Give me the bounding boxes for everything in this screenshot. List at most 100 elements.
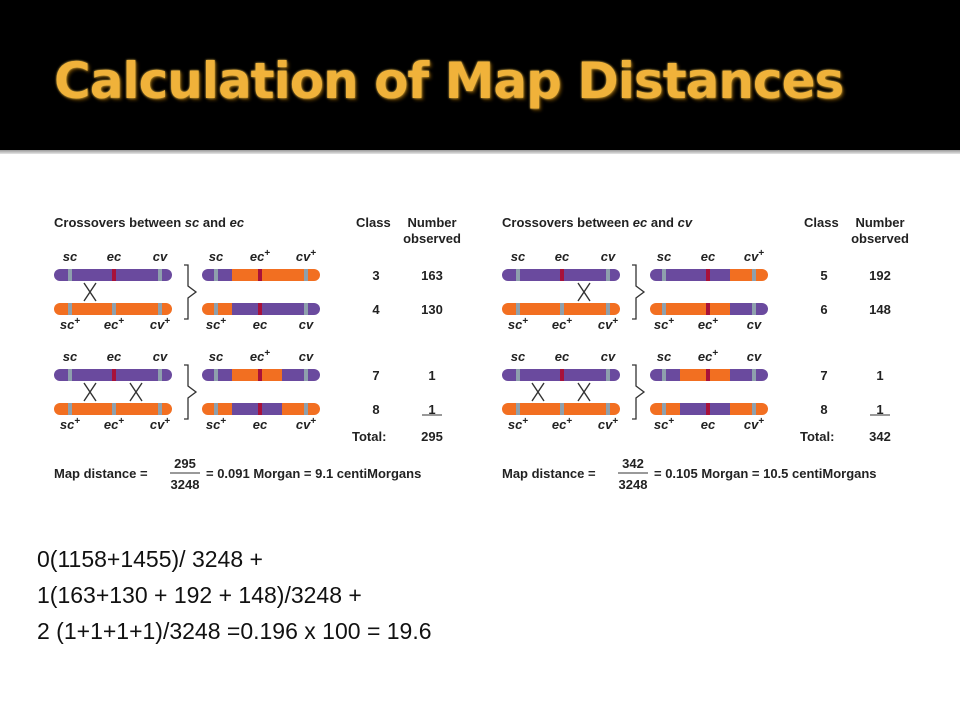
gene-label: ec+	[250, 348, 270, 365]
gene-marker	[516, 369, 520, 381]
class-number: 4	[372, 302, 380, 317]
total-value: 295	[421, 429, 443, 444]
parental-chromosome-purple	[502, 369, 620, 381]
crossover-mark	[129, 382, 143, 402]
title-bar-divider	[0, 150, 960, 154]
gene-label: ec+	[104, 416, 124, 433]
parental-chromosome-purple	[54, 369, 172, 381]
gene-label: sc	[209, 349, 224, 364]
panel-heading: Crossovers between sc and ec	[54, 215, 245, 230]
observed-count: 192	[869, 268, 891, 283]
gene-marker	[560, 403, 564, 415]
total-label: Total:	[352, 429, 386, 444]
class-header: Class	[804, 215, 839, 230]
chromosome-segment	[232, 303, 320, 315]
gene-label: ec+	[698, 316, 718, 333]
gene-label: ec	[555, 249, 570, 264]
gene-marker	[606, 403, 610, 415]
gene-label: cv+	[744, 248, 764, 265]
gene-label: ec	[701, 249, 716, 264]
recombinant-chromosome	[650, 369, 768, 381]
gene-marker	[258, 269, 262, 281]
gene-label: sc+	[60, 416, 80, 433]
gene-marker	[752, 403, 756, 415]
gene-label: sc+	[654, 416, 674, 433]
single-crossover-block: sc ec cv sc+ ec+ cv+ sc ec cv+ sc+ ec+ cv 5 6 192 148	[502, 248, 891, 333]
gene-marker	[662, 369, 666, 381]
class-number: 8	[820, 402, 827, 417]
gene-marker	[158, 303, 162, 315]
gene-label: cv+	[296, 248, 316, 265]
recombinant-chromosome	[202, 303, 320, 315]
class-number: 3	[372, 268, 379, 283]
number-header: Number	[855, 215, 904, 230]
map-distance-result: = 0.091 Morgan = 9.1 centiMorgans	[206, 466, 421, 481]
gene-marker	[706, 369, 710, 381]
gene-marker	[112, 303, 116, 315]
observed-header: observed	[851, 231, 909, 246]
gene-label: cv	[601, 249, 616, 264]
parental-chromosome-purple	[54, 269, 172, 281]
gene-marker	[516, 403, 520, 415]
gene-label: sc	[657, 349, 672, 364]
gene-label: ec	[555, 349, 570, 364]
crossover-mark	[83, 382, 97, 402]
gene-marker	[752, 303, 756, 315]
class-number: 7	[820, 368, 827, 383]
gene-label: sc+	[60, 316, 80, 333]
gene-label: cv+	[150, 316, 170, 333]
gene-marker	[214, 303, 218, 315]
gene-label: ec+	[552, 316, 572, 333]
gene-marker	[516, 269, 520, 281]
gene-label: cv	[153, 349, 168, 364]
gene-marker	[606, 303, 610, 315]
gene-marker	[68, 403, 72, 415]
gene-marker	[516, 303, 520, 315]
chromosome-segment	[730, 403, 768, 415]
recombinant-chromosome	[202, 403, 320, 415]
gene-marker	[68, 369, 72, 381]
calc-line-2: 1(163+130 + 192 + 148)/3248 +	[37, 582, 362, 608]
fraction-numerator: 342	[622, 456, 644, 471]
map-distance-result: = 0.105 Morgan = 10.5 centiMorgans	[654, 466, 877, 481]
gene-marker	[258, 403, 262, 415]
chromosome-segment	[730, 303, 768, 315]
chromosome-segment	[730, 369, 768, 381]
gene-label: cv	[299, 349, 314, 364]
number-header: Number	[407, 215, 456, 230]
gene-marker	[214, 369, 218, 381]
parental-chromosome-orange	[54, 303, 172, 315]
recombinant-chromosome	[202, 269, 320, 281]
gene-label: cv	[153, 249, 168, 264]
title-bar	[0, 0, 960, 150]
gene-marker	[214, 403, 218, 415]
gene-marker	[560, 303, 564, 315]
gene-label: ec+	[552, 416, 572, 433]
gene-marker	[68, 303, 72, 315]
gene-marker	[662, 303, 666, 315]
gene-label: sc+	[508, 416, 528, 433]
gene-marker	[304, 303, 308, 315]
double-crossover-block: sc ec cv sc+ ec+ cv+ sc ec+ cv sc+ ec cv+ 7 8 1 1	[502, 348, 884, 433]
single-crossover-block: sc ec cv sc+ ec+ cv+ sc ec+ cv+ sc+ ec cv 3 4 163 130	[54, 248, 443, 333]
chromosome-segment	[232, 369, 282, 381]
crossover-mark	[531, 382, 545, 402]
observed-header: observed	[403, 231, 461, 246]
slide-title: Calculation of Map Distances	[54, 52, 844, 110]
gene-marker	[752, 269, 756, 281]
gene-label: cv+	[598, 416, 618, 433]
gene-label: sc	[511, 349, 526, 364]
panel-2: Crossovers between ec and cv Class Numbero…	[502, 215, 909, 492]
gene-label: cv+	[150, 416, 170, 433]
gene-label: sc	[657, 249, 672, 264]
gene-label: ec	[253, 317, 268, 332]
gene-label: ec	[253, 417, 268, 432]
observed-count: 1	[428, 368, 435, 383]
gene-marker	[158, 369, 162, 381]
gene-marker	[112, 369, 116, 381]
gene-label: cv	[299, 317, 314, 332]
chromosome-segment	[680, 369, 730, 381]
fraction-denominator: 3248	[171, 477, 200, 492]
gene-marker	[606, 369, 610, 381]
crossover-mark	[577, 382, 591, 402]
